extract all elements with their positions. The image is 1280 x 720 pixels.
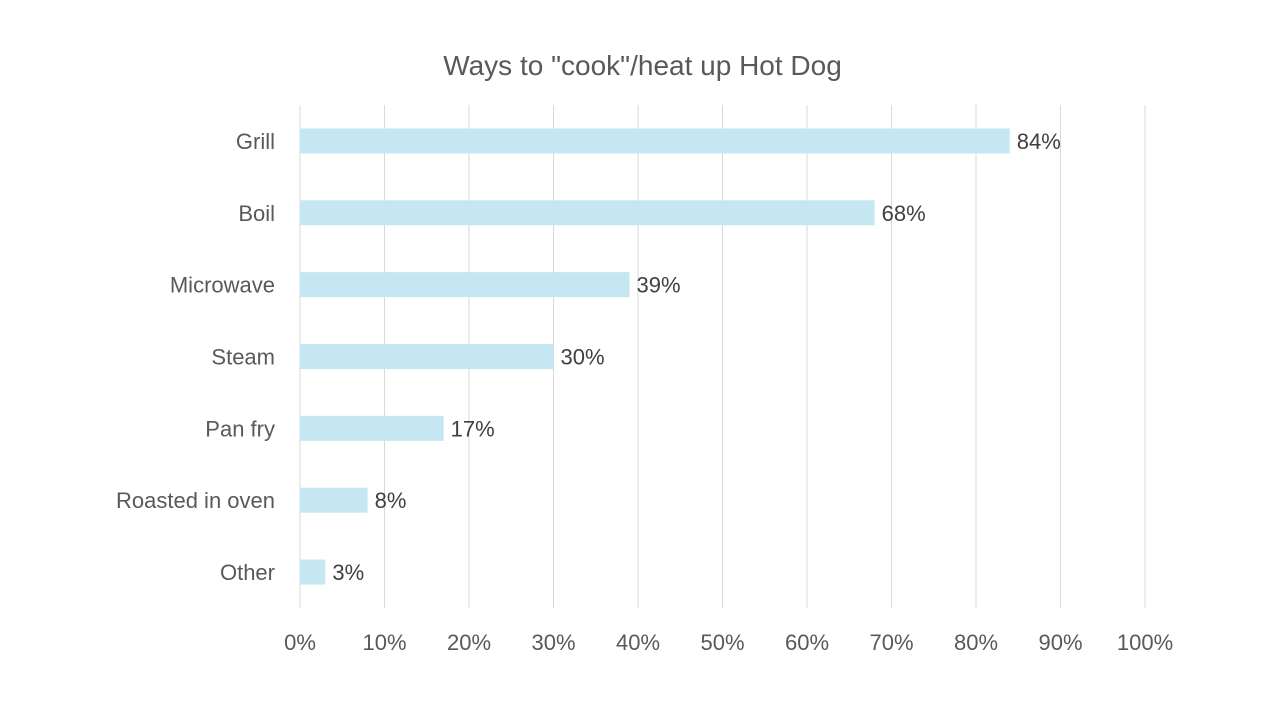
bar bbox=[300, 128, 1010, 154]
category-label: Microwave bbox=[170, 273, 275, 298]
data-label: 68% bbox=[882, 201, 926, 226]
category-label: Pan fry bbox=[205, 416, 275, 441]
bars bbox=[300, 128, 1010, 585]
bar bbox=[300, 559, 326, 585]
category-label: Boil bbox=[238, 201, 275, 226]
x-tick-label: 70% bbox=[869, 630, 913, 655]
chart-title: Ways to "cook"/heat up Hot Dog bbox=[443, 50, 842, 81]
bar bbox=[300, 200, 875, 226]
category-label: Steam bbox=[211, 345, 275, 370]
x-tick-label: 10% bbox=[362, 630, 406, 655]
data-label: 30% bbox=[561, 345, 605, 370]
x-tick-label: 20% bbox=[447, 630, 491, 655]
data-label: 84% bbox=[1017, 129, 1061, 154]
labels: 0% 10% 20% 30% 40% 50% 60% 70% 80% 90% 100% Grill 84… bbox=[116, 129, 1173, 655]
data-label: 17% bbox=[451, 416, 495, 441]
data-label: 3% bbox=[332, 560, 364, 585]
bar bbox=[300, 272, 630, 298]
category-label: Grill bbox=[236, 129, 275, 154]
bar bbox=[300, 344, 554, 369]
data-label: 8% bbox=[375, 488, 407, 513]
x-tick-label: 50% bbox=[700, 630, 744, 655]
category-label: Roasted in oven bbox=[116, 488, 275, 513]
x-tick-label: 90% bbox=[1038, 630, 1082, 655]
x-tick-label: 40% bbox=[616, 630, 660, 655]
bar bbox=[300, 415, 444, 441]
x-tick-label: 0% bbox=[284, 630, 316, 655]
x-tick-label: 60% bbox=[785, 630, 829, 655]
x-tick-label: 30% bbox=[531, 630, 575, 655]
x-tick-label: 100% bbox=[1117, 630, 1173, 655]
bar bbox=[300, 487, 368, 513]
x-tick-label: 80% bbox=[954, 630, 998, 655]
category-label: Other bbox=[220, 560, 275, 585]
data-label: 39% bbox=[637, 273, 681, 298]
